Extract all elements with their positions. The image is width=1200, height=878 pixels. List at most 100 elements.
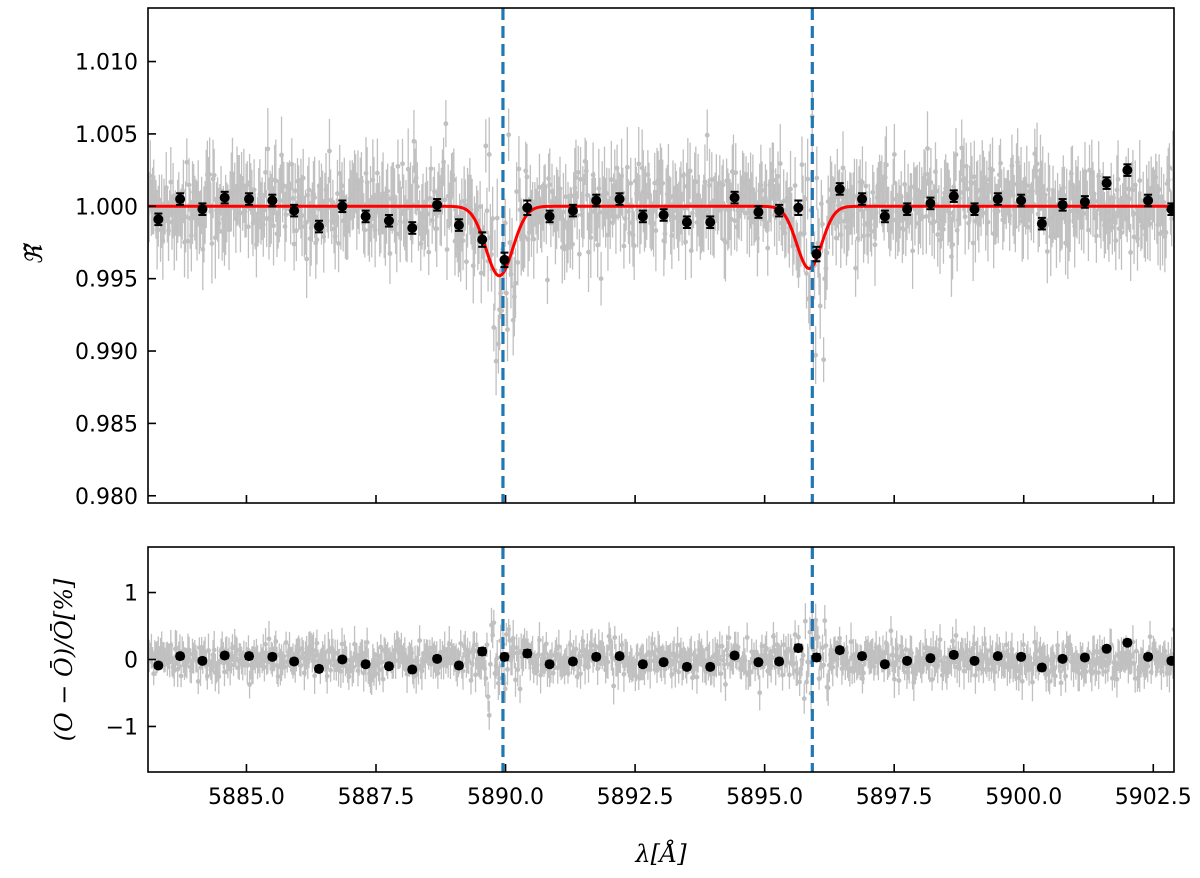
binned-point [1016, 651, 1027, 662]
raw-point [425, 211, 431, 217]
raw-point [379, 659, 385, 665]
raw-point [282, 664, 288, 670]
raw-point [441, 159, 446, 165]
binned-point [453, 220, 464, 231]
y-tick-label: 1 [124, 582, 138, 607]
raw-point [314, 237, 320, 243]
x-tick-label: 5900.0 [985, 785, 1062, 810]
raw-point [502, 686, 508, 692]
raw-point [251, 187, 257, 193]
raw-point [651, 220, 656, 226]
raw-point [781, 642, 787, 648]
binned-point [175, 194, 186, 205]
raw-point [769, 655, 775, 660]
raw-point [183, 214, 189, 220]
binned-point [453, 660, 464, 671]
raw-point [387, 251, 393, 256]
raw-point [931, 219, 937, 225]
binned-point [219, 192, 230, 203]
binned-point [499, 254, 510, 265]
binned-point [705, 217, 716, 228]
raw-point [929, 677, 935, 682]
binned-point [383, 661, 394, 672]
raw-point [486, 152, 492, 157]
x-tick-label: 5902.5 [1115, 785, 1192, 810]
raw-point [703, 207, 709, 213]
raw-point [631, 243, 637, 249]
binned-point [658, 209, 669, 220]
raw-point [1169, 651, 1174, 657]
raw-point [949, 659, 954, 665]
raw-point [584, 192, 590, 198]
raw-point [265, 146, 271, 152]
raw-point [976, 666, 982, 672]
raw-point [195, 679, 201, 684]
raw-point [563, 194, 569, 200]
raw-point [947, 210, 953, 216]
binned-point [811, 249, 822, 260]
binned-point [289, 205, 300, 216]
raw-point [1130, 187, 1136, 193]
raw-point [1109, 225, 1115, 230]
raw-point [890, 196, 896, 202]
raw-point [891, 152, 897, 157]
raw-point [300, 175, 306, 181]
raw-point [185, 238, 191, 244]
bottom-raw-points [148, 603, 1174, 730]
raw-point [825, 685, 831, 691]
raw-point [1030, 679, 1035, 685]
binned-point [1166, 204, 1174, 215]
raw-point [238, 210, 243, 216]
raw-point [328, 667, 334, 673]
raw-point [516, 166, 522, 172]
raw-point [393, 658, 399, 663]
binned-point [1101, 643, 1112, 654]
binned-point [658, 657, 669, 668]
raw-point [830, 664, 836, 670]
raw-point [556, 644, 562, 650]
raw-point [970, 240, 976, 246]
raw-point [1128, 250, 1134, 255]
raw-point [628, 180, 634, 186]
raw-point [909, 650, 914, 656]
raw-point [484, 208, 490, 214]
raw-point [726, 635, 732, 641]
raw-point [304, 256, 310, 262]
raw-point [1114, 676, 1120, 682]
top-y-ticks: 0.980 0.985 0.990 0.995 1.000 1.005 1.010 [75, 51, 156, 510]
raw-point [330, 199, 336, 205]
raw-point [804, 679, 809, 685]
binned-point [969, 204, 980, 215]
raw-point [517, 686, 523, 692]
raw-point [209, 241, 215, 246]
binned-point [614, 651, 625, 662]
x-tick-label: 5890.0 [467, 785, 544, 810]
raw-point [1063, 673, 1068, 679]
raw-point [531, 236, 537, 242]
bottom-y-axis-label: (O − Ō)/Ō[%] [50, 578, 78, 741]
raw-point [613, 214, 619, 220]
raw-point [451, 177, 457, 183]
raw-point [608, 177, 614, 183]
binned-point [432, 653, 443, 664]
raw-point [442, 197, 448, 203]
raw-point [483, 143, 489, 149]
binned-point [337, 201, 348, 212]
binned-point [681, 661, 692, 672]
raw-point [1163, 230, 1169, 235]
raw-point [1159, 194, 1164, 200]
raw-point [222, 669, 227, 675]
raw-point [448, 660, 453, 666]
raw-point [491, 620, 497, 626]
binned-point [197, 655, 208, 666]
raw-point [362, 227, 368, 233]
raw-point [816, 676, 822, 682]
raw-point [813, 352, 819, 358]
raw-point [211, 172, 217, 178]
binned-point [1036, 218, 1047, 229]
top-y-axis-label: ℜ̃ [20, 242, 48, 265]
raw-point [283, 640, 289, 645]
x-tick-label: 5892.5 [597, 785, 674, 810]
binned-point [1143, 195, 1154, 206]
raw-point [934, 188, 940, 194]
